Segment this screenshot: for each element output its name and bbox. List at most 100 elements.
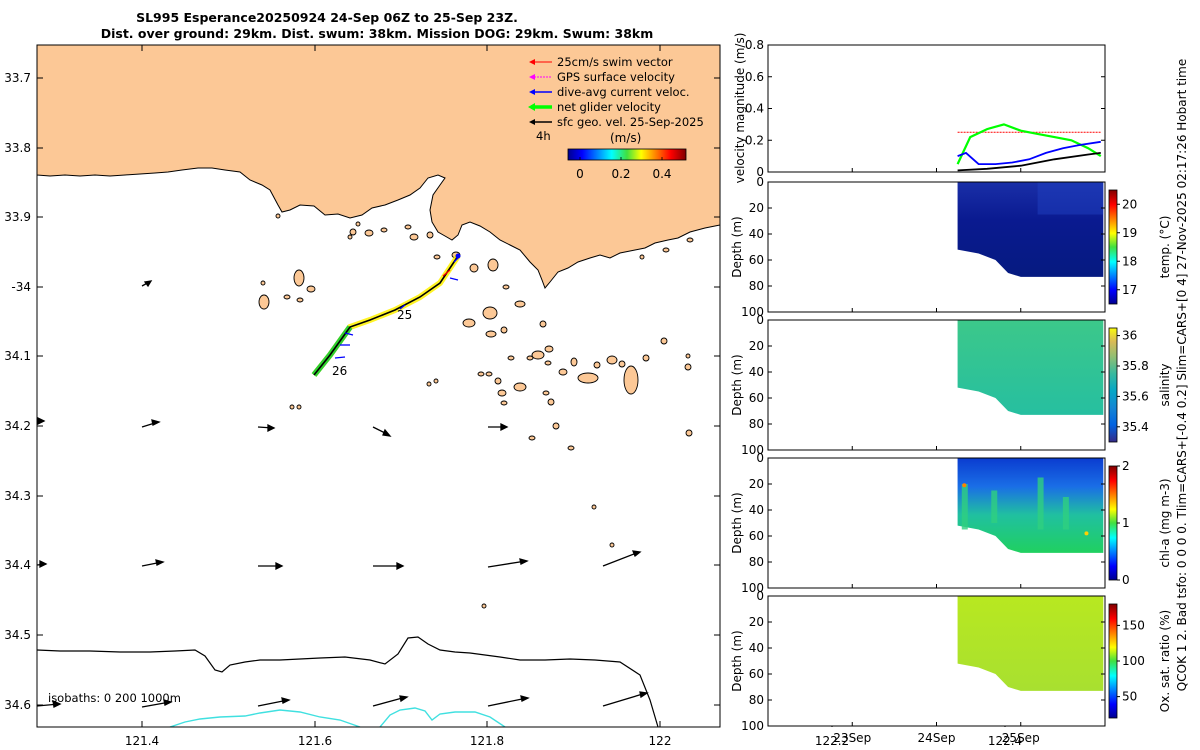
lon-tick-label: 122: [649, 734, 672, 748]
svg-text:sfc geo. vel. 25-Sep-2025: sfc geo. vel. 25-Sep-2025: [557, 115, 704, 129]
depth-tick-label: 20: [749, 339, 764, 353]
lat-tick-label: 34.4: [4, 558, 31, 572]
colorbar-tick-label: 0: [1122, 573, 1130, 587]
colorbar-tick-label: 150: [1122, 618, 1145, 632]
depth-tick-label: 60: [749, 253, 764, 267]
temp-warm-layer: [1037, 182, 1104, 215]
chl-streak: [1037, 477, 1044, 530]
lat-tick-label: 33.9: [4, 210, 31, 224]
colorbar-tick-label: 35.6: [1122, 389, 1149, 403]
map-colorbar: [567, 148, 687, 161]
depth-tick-label: 20: [749, 615, 764, 629]
depth-tick-label: 40: [749, 641, 764, 655]
day-label-25: 25: [397, 308, 412, 322]
colorbar-tick-label: 20: [1122, 197, 1137, 211]
profile-panel-1: 0 20 40 60 80 100 Depth (m) 17 18 19 20 temp. (°C): [730, 175, 1172, 319]
colorbar-tick-1: 0.2: [611, 167, 630, 181]
depth-tick-label: 60: [749, 667, 764, 681]
velocity-panel: 0 0.2 0.4 0.6 0.8 velocity magnitude (m/s): [733, 33, 1106, 184]
legend-sfc-geo-velocity: sfc geo. vel. 25-Sep-2025: [529, 115, 704, 129]
profile-data-field: [957, 320, 1104, 415]
lat-tick-label: 34.5: [4, 628, 31, 642]
isobath-200m: [37, 636, 659, 727]
map-title-line2: Dist. over ground: 29km. Dist. swum: 38k…: [101, 26, 654, 41]
velocity-y-axis: 0 0.2 0.4 0.6 0.8: [745, 38, 1105, 179]
svg-text:dive-avg current veloc.: dive-avg current veloc.: [557, 85, 690, 99]
profile-panel-4: 0 20 40 60 80 100 Depth (m) 50 100 150 Ox. sat. ra…: [730, 589, 1172, 733]
colorbar-axis-label: chl-a (mg m-3): [1158, 478, 1172, 567]
depth-tick-label: 0: [756, 589, 764, 603]
colorbar-tick-label: 18: [1122, 254, 1137, 268]
map-title-line1: SL995 Esperance20250924 24-Sep 06Z to 25…: [136, 10, 518, 25]
depth-tick-label: 80: [749, 693, 764, 707]
map-frame: [36, 44, 721, 728]
time-tick-label: 25Sep: [1002, 731, 1040, 745]
depth-tick-label: 40: [749, 503, 764, 517]
profile-panel-2: 0 20 40 60 80 100 Depth (m) 35.4 35.6 35.8 36 salin…: [730, 313, 1172, 457]
chl-high-point: [962, 483, 967, 488]
colorbar-tick-label: 35.8: [1122, 359, 1149, 373]
depth-tick-label: 100: [741, 305, 764, 319]
colorbar-axis-label: Ox. sat. ratio (%): [1158, 610, 1172, 712]
lat-tick-label: 34.3: [4, 489, 31, 503]
colorbar-tick-label: 35.4: [1122, 420, 1149, 434]
time-axis: 23Sep 24Sep 25Sep: [833, 168, 1040, 745]
depth-tick-label: 0: [756, 175, 764, 189]
velocity-ytick-label: 0.6: [745, 70, 764, 84]
chl-streak: [961, 484, 968, 530]
depth-tick-label: 60: [749, 391, 764, 405]
velocity-ylabel: velocity magnitude (m/s): [733, 33, 747, 184]
map-panel: isobaths: 0 200 1000m: [37, 45, 720, 727]
lat-tick-label: 34.6: [4, 698, 31, 712]
lat-tick-label: 34.2: [4, 419, 31, 433]
lon-tick-label: 122.2: [815, 734, 849, 748]
glider-track: [311, 253, 461, 377]
depth-tick-label: 20: [749, 477, 764, 491]
colorbar-tick-2: 0.4: [652, 167, 671, 181]
chl-high-point: [1084, 531, 1089, 536]
depth-tick-label: 0: [756, 313, 764, 327]
map-legend: 25cm/s swim vector GPS surface velocity …: [528, 55, 704, 181]
depth-tick-label: 0: [756, 451, 764, 465]
isobath-label: isobaths: 0 200 1000m: [48, 691, 181, 705]
svg-text:GPS surface velocity: GPS surface velocity: [557, 70, 675, 84]
depth-axis-label: Depth (m): [730, 216, 744, 277]
depth-tick-label: 80: [749, 417, 764, 431]
map-lon-axis: 121.4 121.6 121.8 122 122.2 122.4: [125, 45, 1022, 748]
profile-colorbar: [1108, 327, 1118, 443]
depth-tick-label: 20: [749, 201, 764, 215]
colorbar-axis-label: salinity: [1158, 363, 1172, 406]
profile-colorbar: [1108, 189, 1118, 305]
time-tick-label: 24Sep: [918, 731, 956, 745]
depth-tick-label: 60: [749, 529, 764, 543]
legend-dive-avg-current: dive-avg current veloc.: [529, 85, 690, 99]
lat-tick-label: 34.1: [4, 349, 31, 363]
velocity-series-sfc-geostrophic: [957, 152, 1101, 172]
map-lat-axis: 33.7 33.8 33.9 -34 34.1 34.2 34.3 34.4 34.5 34.6: [4, 71, 720, 712]
velocity-series: [956, 123, 1102, 172]
depth-tick-label: 40: [749, 227, 764, 241]
colorbar-tick-label: 17: [1122, 283, 1137, 297]
colorbar-tick-label: 19: [1122, 226, 1137, 240]
colorbar-tick-label: 2: [1122, 459, 1130, 473]
velocity-ytick-label: 0.2: [745, 133, 764, 147]
side-annotation: QCOK 1 2. Bad tsfo: 0 0 0 0. Tlim=CARS+[…: [1175, 59, 1189, 691]
lat-tick-label: 33.7: [4, 71, 31, 85]
day-label-26: 26: [332, 364, 347, 378]
velocity-ytick-label: 0: [756, 165, 764, 179]
velocity-ytick-label: 0.8: [745, 38, 764, 52]
isobath-1000m: [169, 707, 506, 727]
lat-tick-label: 33.8: [4, 141, 31, 155]
depth-axis-label: Depth (m): [730, 354, 744, 415]
svg-text:25cm/s swim vector: 25cm/s swim vector: [557, 55, 673, 69]
chl-streak: [991, 490, 998, 523]
colorbar-tick-0: 0: [576, 167, 584, 181]
depth-tick-label: 80: [749, 279, 764, 293]
depth-tick-label: 100: [741, 581, 764, 595]
depth-axis-label: Depth (m): [730, 630, 744, 691]
colorbar-axis-label: temp. (°C): [1158, 216, 1172, 279]
lon-tick-label: 121.8: [470, 734, 504, 748]
legend-gps-velocity: GPS surface velocity: [529, 70, 675, 84]
